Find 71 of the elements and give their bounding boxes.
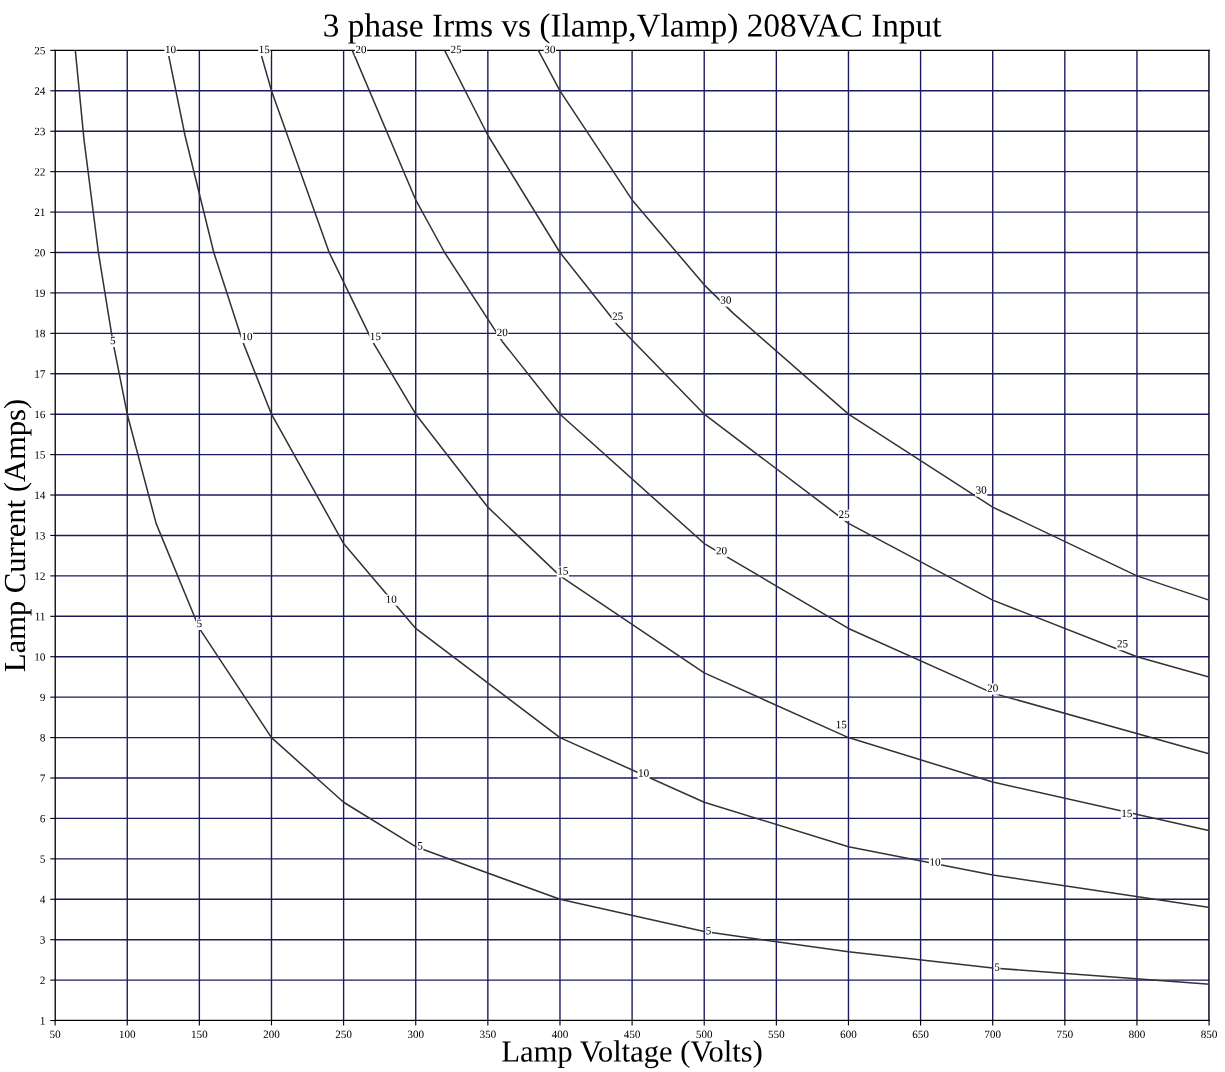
annotation: 30 — [720, 296, 731, 304]
y-tick-label: 20 — [34, 248, 45, 257]
annotation: 15 — [836, 720, 847, 729]
x-tick-label: 750 — [1057, 1030, 1073, 1039]
x-tick-label: 550 — [768, 1030, 785, 1039]
y-tick-label: 13 — [35, 531, 45, 540]
y-tick-label: 6 — [40, 814, 46, 823]
annotation: 5 — [994, 963, 1000, 971]
x-tick-label: 350 — [480, 1030, 496, 1039]
x-tick-label: 400 — [551, 1030, 568, 1039]
y-tick-label: 24 — [34, 87, 46, 95]
y-tick-label: 19 — [35, 289, 45, 297]
y-tick-label: 2 — [40, 976, 45, 984]
y-tick-label: 17 — [35, 370, 46, 378]
annotation: 30 — [976, 486, 987, 494]
annotation: 25 — [1117, 639, 1128, 648]
y-tick-label: 9 — [40, 693, 45, 702]
annotation: 10 — [386, 595, 397, 603]
annotation: 15 — [370, 332, 381, 341]
y-tick-label: 3 — [40, 936, 45, 944]
annotation: 5 — [197, 619, 202, 628]
annotation: 15 — [558, 567, 568, 575]
x-tick-label: 200 — [263, 1030, 280, 1039]
annotation: 25 — [612, 312, 623, 320]
annotation: 5 — [417, 842, 423, 850]
y-tick-label: 5 — [40, 855, 45, 863]
annotation: 5 — [706, 927, 711, 935]
y-tick-label: 14 — [35, 491, 46, 499]
x-tick-label: 850 — [1201, 1030, 1217, 1039]
y-tick-label: 18 — [35, 329, 45, 338]
annotation: 25 — [451, 45, 462, 54]
x-tick-label: 50 — [50, 1030, 61, 1039]
x-tick-label: 700 — [985, 1030, 1001, 1039]
x-tick-label: 300 — [407, 1030, 424, 1039]
y-tick-label: 16 — [35, 410, 46, 419]
y-tick-label: 23 — [34, 127, 45, 136]
y-tick-label: 7 — [40, 774, 46, 782]
y-tick-label: 22 — [34, 168, 45, 176]
annotation: 15 — [259, 45, 270, 54]
annotation: 30 — [544, 45, 556, 54]
x-tick-label: 250 — [335, 1030, 352, 1039]
annotation: 25 — [839, 510, 850, 519]
annotation: 10 — [639, 769, 649, 777]
x-axis-title: Lamp Voltage (Volts) — [502, 1040, 762, 1069]
annotation: 10 — [242, 332, 253, 341]
annotation: 15 — [1122, 809, 1132, 818]
annotation: 20 — [497, 328, 508, 337]
y-tick-label: 25 — [34, 46, 45, 55]
x-tick-label: 100 — [119, 1030, 136, 1039]
x-tick-label: 450 — [623, 1030, 641, 1039]
y-tick-label: 21 — [34, 208, 45, 216]
annotation: 10 — [165, 45, 176, 54]
annotation: 20 — [355, 45, 367, 54]
annotation: 10 — [930, 858, 941, 866]
y-tick-label: 1 — [40, 1017, 45, 1025]
y-tick-label: 11 — [35, 612, 45, 621]
y-tick-label: 12 — [35, 572, 45, 580]
x-tick-label: 800 — [1129, 1030, 1145, 1039]
x-tick-label: 600 — [840, 1030, 857, 1039]
x-tick-label: 500 — [696, 1030, 713, 1039]
annotation: 20 — [987, 684, 998, 692]
annotation: 5 — [110, 336, 116, 345]
chart-title: 3 phase Irms vs (Ilamp,Vlamp) 208VAC Input — [324, 13, 942, 44]
y-tick-label: 15 — [35, 451, 45, 459]
x-tick-label: 150 — [192, 1030, 208, 1039]
y-tick-label: 8 — [40, 734, 45, 742]
y-tick-label: 10 — [35, 653, 45, 661]
x-tick-label: 650 — [912, 1030, 929, 1039]
y-tick-label: 4 — [40, 895, 46, 904]
y-axis-title: Lamp Current (Amps) — [3, 400, 32, 672]
annotation: 20 — [716, 546, 727, 555]
